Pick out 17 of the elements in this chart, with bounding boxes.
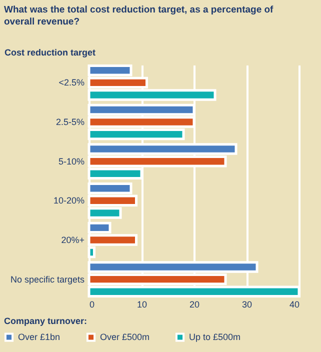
x-tick-label: 0 [90, 300, 95, 310]
chart-title: What was the total cost reduction target, as a percentage of overall revenue? [4, 4, 274, 28]
x-tick-label: 30 [242, 300, 252, 310]
legend-label: Over £1bn [18, 332, 60, 342]
x-tick-label: 10 [136, 300, 148, 310]
y-tick-label: <2.5% [58, 78, 84, 88]
y-tick-label: 20%+ [61, 234, 84, 245]
legend-label: Over £500m [100, 332, 150, 342]
y-tick-label: 10-20% [53, 196, 84, 206]
x-tick-label: 40 [289, 300, 300, 310]
y-tick-label: 2.5-5% [56, 117, 84, 128]
y-axis-title: Cost reduction target [4, 48, 96, 58]
y-tick-label: 5-10% [58, 156, 84, 166]
legend-label: Up to £500m [189, 332, 241, 342]
x-tick-label: 20 [189, 300, 200, 310]
legend-title: Company turnover: [4, 316, 88, 326]
y-tick-label: No specific targets [10, 274, 85, 284]
